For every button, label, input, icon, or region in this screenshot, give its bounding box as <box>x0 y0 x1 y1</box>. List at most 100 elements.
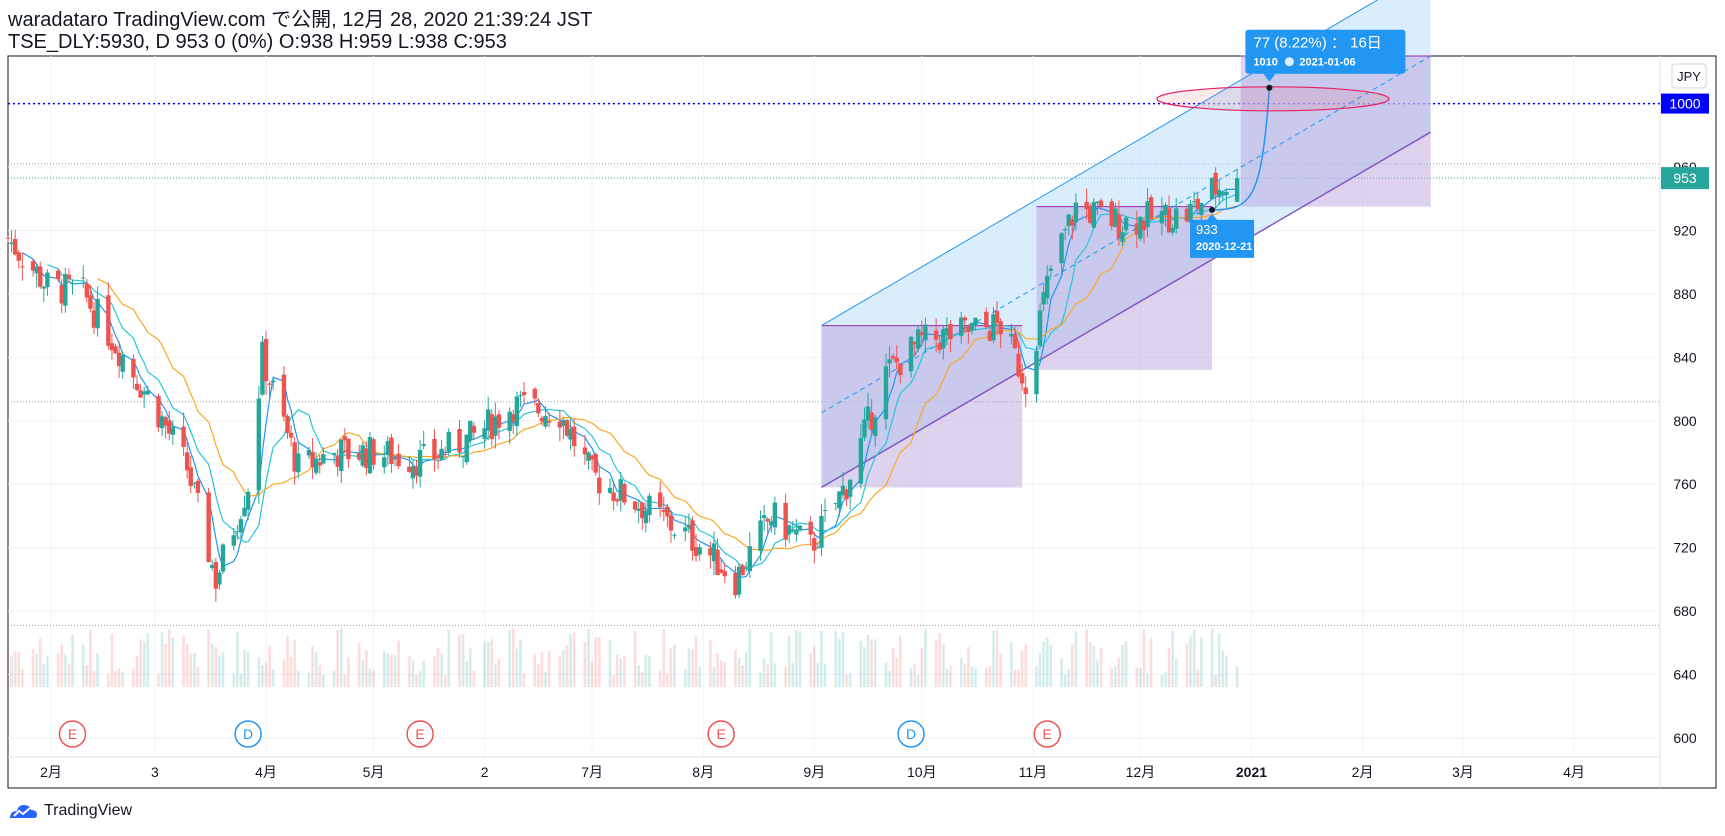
candle-body <box>91 310 97 328</box>
candle-body <box>969 323 975 331</box>
volume-bar <box>314 652 318 687</box>
event-marker-label: D <box>906 726 916 742</box>
volume-bar <box>572 632 576 687</box>
volume-bar <box>924 628 927 687</box>
volume-bar <box>1146 673 1149 687</box>
volume-bar <box>347 657 350 687</box>
volume-bar <box>959 657 963 687</box>
volume-bar <box>967 646 970 687</box>
price-tick-label: 800 <box>1673 413 1697 429</box>
candle-body <box>1095 201 1100 204</box>
earnings-marker[interactable] <box>1033 720 1061 748</box>
candle-body <box>998 321 1003 335</box>
candle-body <box>88 295 93 309</box>
candle-body <box>722 571 727 577</box>
candle-body <box>317 462 322 466</box>
price-tick-label: 840 <box>1673 349 1697 365</box>
candle-body <box>184 452 190 471</box>
volume-bar <box>644 654 648 687</box>
candle-body <box>432 439 437 460</box>
candle-body <box>571 426 577 447</box>
volume-bar <box>486 641 490 687</box>
chart-frame <box>7 55 1717 789</box>
start-value-label: 933 <box>1196 222 1218 237</box>
price-tick-label: 720 <box>1673 540 1697 556</box>
price-tick-label: 640 <box>1673 667 1697 683</box>
volume-bar <box>823 664 827 687</box>
candle-body <box>973 317 978 326</box>
volume-bar <box>533 654 537 687</box>
volume-bar <box>1038 653 1042 687</box>
dividend-marker[interactable] <box>234 720 262 748</box>
volume-bar <box>784 666 787 687</box>
volume-bar <box>447 630 451 687</box>
event-marker-label: E <box>716 726 725 742</box>
volume-bar <box>311 646 314 687</box>
end-value-label: 1010 <box>1253 57 1277 69</box>
earnings-marker[interactable] <box>707 720 735 748</box>
highlight-ellipse[interactable] <box>1156 86 1390 112</box>
time-tick-label: 2月 <box>1352 764 1374 780</box>
candle-body <box>321 454 326 464</box>
candle-body <box>894 357 899 363</box>
candle-body <box>1209 178 1215 200</box>
candle-body <box>167 420 172 434</box>
candle-body <box>840 485 846 496</box>
volume-bar <box>866 634 870 687</box>
volume-bar <box>623 656 626 687</box>
volume-bar <box>465 661 468 687</box>
candle-body <box>457 429 462 453</box>
earnings-marker[interactable] <box>58 720 87 748</box>
candle-body <box>769 521 774 526</box>
volume-bar <box>873 639 877 687</box>
currency-button[interactable]: JPY <box>1671 63 1707 89</box>
earnings-marker[interactable] <box>406 720 434 748</box>
volume-bar <box>1110 667 1114 687</box>
volume-bar <box>938 633 942 687</box>
volume-bar <box>286 636 289 687</box>
ma-line-slow <box>97 205 1238 551</box>
volume-bar <box>1020 650 1024 687</box>
candle-body <box>1066 214 1071 227</box>
volume-bar <box>519 639 522 687</box>
candle-body <box>865 406 871 421</box>
volume-bar <box>117 668 121 687</box>
candle-body <box>1045 275 1050 299</box>
volume-bar <box>766 664 770 687</box>
candle-body <box>1123 217 1129 231</box>
tradingview-brand-text: TradingView <box>44 802 133 819</box>
volume-bar <box>508 630 511 687</box>
candle-body <box>690 520 695 551</box>
volume-bar <box>397 640 400 687</box>
candle-body <box>1091 202 1097 228</box>
volume-bar <box>1074 631 1078 687</box>
volume-bar <box>1235 666 1239 687</box>
candle-body <box>941 329 946 349</box>
candle-body <box>564 420 570 436</box>
volume-bar <box>820 630 823 687</box>
candle-body <box>288 432 294 438</box>
tradingview-branding[interactable]: TradingView <box>8 802 132 820</box>
event-marker-label: D <box>243 726 253 742</box>
projection-tool[interactable]: 933 2020-12-21 77 (8.22%) ： 16日 1010 2021-01… <box>1156 29 1406 258</box>
volume-bar <box>562 650 565 687</box>
candle-body <box>991 314 996 341</box>
dividend-marker[interactable] <box>897 720 925 748</box>
volume-bar <box>296 671 300 687</box>
candle-body <box>1220 192 1226 196</box>
candle-body <box>1084 201 1089 210</box>
volume-bar <box>834 631 838 687</box>
volume-bar <box>608 640 612 687</box>
time-axis[interactable]: 2月 3 4月 5月 2 7月 8月 9月 10月 11月 12月 2021 2月 3月 4月 <box>40 764 1585 780</box>
volume-bar <box>1185 643 1189 687</box>
candle-body <box>109 343 115 351</box>
last-price-label: 953 <box>1673 170 1697 186</box>
time-tick-label: 2月 <box>40 764 62 780</box>
volume-bar <box>382 650 386 687</box>
candle-body <box>1191 201 1197 203</box>
volume-bar <box>339 628 343 687</box>
candle-body <box>844 489 849 500</box>
